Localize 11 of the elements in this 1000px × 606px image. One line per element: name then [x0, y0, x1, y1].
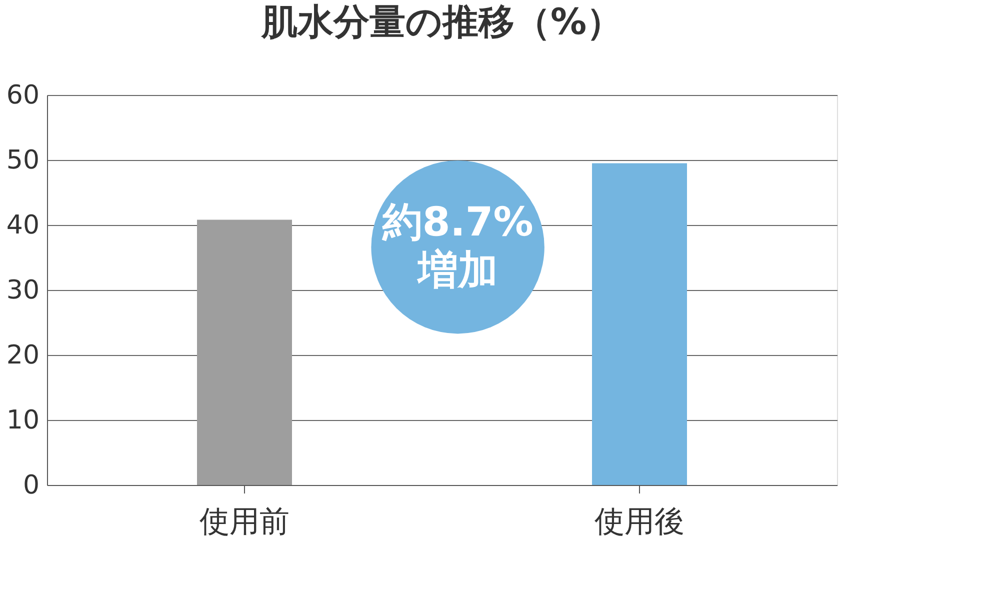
y-tick-label: 10 — [6, 406, 40, 436]
chart-title: 肌水分量の推移（%） — [260, 2, 623, 43]
annotation: 約8.7% 増加 — [381, 200, 534, 294]
x-tick-label: 使用後 — [594, 504, 684, 540]
y-tick-label: 0 — [22, 470, 40, 500]
y-tick-label: 50 — [6, 146, 40, 176]
y-tick-label: 30 — [6, 276, 40, 306]
y-tick-label: 20 — [6, 340, 40, 370]
x-tick-label: 使用前 — [200, 504, 290, 540]
y-tick-label: 40 — [6, 210, 40, 240]
y-tick-label: 60 — [6, 80, 40, 110]
